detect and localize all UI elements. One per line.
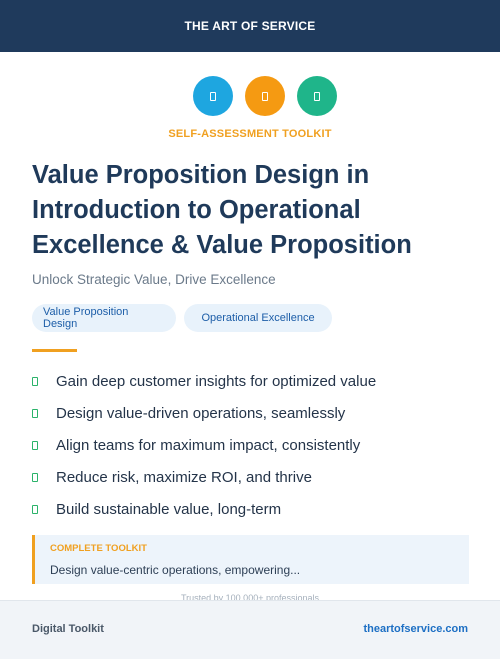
- accent-divider: [32, 349, 77, 352]
- toolkit-icon-green: [297, 76, 337, 116]
- check-icon: [32, 440, 38, 450]
- check-icon: [32, 376, 38, 386]
- document-icon: [314, 91, 320, 101]
- toolkit-icon-blue: [193, 76, 233, 116]
- benefit-text: Align teams for maximum impact, consiste…: [56, 436, 361, 454]
- toolkit-icon-orange: [245, 76, 285, 116]
- document-icon: [210, 91, 216, 101]
- footer-bar: Digital Toolkit theartofservice.com: [0, 600, 500, 659]
- callout-label: COMPLETE TOOLKIT: [50, 543, 147, 554]
- check-icon: [32, 408, 38, 418]
- benefit-list: Gain deep customer insights for optimize…: [32, 365, 376, 525]
- benefit-item: Align teams for maximum impact, consiste…: [32, 429, 376, 461]
- benefit-item: Gain deep customer insights for optimize…: [32, 365, 376, 397]
- document-icon: [262, 91, 268, 101]
- tag-operational-excellence: Operational Excellence: [184, 304, 332, 332]
- brand-title: THE ART OF SERVICE: [184, 19, 316, 33]
- tag-list: Value Proposition Design Operational Exc…: [32, 304, 332, 332]
- trust-note: Trusted by 100,000+ professionals: [180, 593, 319, 601]
- website-link[interactable]: theartofservice.com: [363, 623, 468, 635]
- callout-text: Design value-centric operations, empower…: [50, 563, 301, 577]
- benefit-item: Reduce risk, maximize ROI, and thrive: [32, 461, 376, 493]
- header-bar: THE ART OF SERVICE: [0, 0, 500, 52]
- benefit-text: Build sustainable value, long-term: [56, 500, 282, 518]
- footer-label: Digital Toolkit: [32, 623, 104, 635]
- check-icon: [32, 504, 38, 514]
- toolkit-callout: COMPLETE TOOLKIT Design value-centric op…: [32, 535, 469, 584]
- benefit-text: Gain deep customer insights for optimize…: [56, 372, 377, 390]
- icon-row: [0, 76, 500, 116]
- benefit-text: Design value-driven operations, seamless…: [56, 404, 346, 422]
- subtitle: Unlock Strategic Value, Drive Excellence: [32, 272, 276, 287]
- benefit-item: Build sustainable value, long-term: [32, 493, 376, 525]
- kicker-label: SELF-ASSESSMENT TOOLKIT: [168, 128, 332, 140]
- page-title: Value Proposition Design in Introduction…: [32, 161, 412, 259]
- check-icon: [32, 472, 38, 482]
- benefit-text: Reduce risk, maximize ROI, and thrive: [56, 468, 312, 486]
- benefit-item: Design value-driven operations, seamless…: [32, 397, 376, 429]
- tag-value-proposition-design: Value Proposition Design: [32, 304, 176, 332]
